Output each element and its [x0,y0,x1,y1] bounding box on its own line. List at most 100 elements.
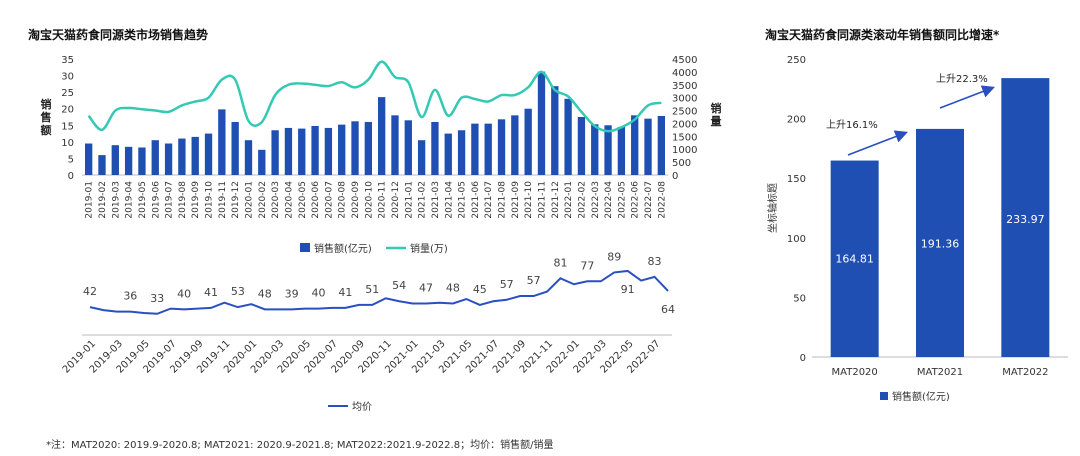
price-data-label: 81 [553,256,567,269]
x-tick-label: 2020-01 [244,181,254,219]
x-tick-label: 2021-02 [418,181,428,219]
x-tick-label: 2021-03 [431,181,441,219]
mat-y-tick: 100 [787,234,806,245]
sales-bar [364,121,373,175]
x-tick-label: 2021-04 [444,181,454,219]
x-tick-label: 2021-10 [524,181,534,219]
sales-bar [258,149,266,175]
legend-volume-label: 销量(万) [410,242,448,255]
right-axis-label: 销 [711,101,722,115]
price-data-label: 54 [392,279,406,292]
price-data-label: 57 [500,278,514,291]
mat-y-tick: 250 [787,55,806,66]
sales-bar [564,98,572,175]
left-axis-tick: 15 [61,121,74,132]
price-data-label: 51 [365,283,379,296]
mat-category-label: MAT2022 [1002,367,1048,378]
mat-legend-swatch [880,392,888,400]
sales-bar [631,115,639,175]
sales-bar [577,117,586,175]
left-axis-tick: 5 [68,154,74,165]
right-axis-tick: 4000 [672,68,697,79]
mat-y-tick: 200 [787,115,806,126]
x-tick-label: 2022-03 [591,181,601,219]
x-tick-label: 2022-01 [564,181,574,219]
x-tick-label: 2019-06 [151,181,161,219]
mat-value-label: 191.36 [921,238,960,251]
sales-bar [84,143,93,175]
right-axis-tick: 2500 [672,107,697,118]
sales-bar [298,128,306,175]
price-data-label: 53 [231,285,245,298]
growth-arrow [847,130,908,156]
price-data-label: 83 [648,255,662,268]
mat-value-label: 233.97 [1006,213,1045,226]
sales-bar [511,115,519,175]
x-tick-label: 2020-07 [324,181,334,219]
x-tick-label: 2020-09 [351,181,361,219]
price-line [89,269,669,315]
sales-bar [111,145,119,175]
price-data-label: 33 [150,292,164,305]
mat-y-tick: 150 [787,174,806,185]
price-data-label: 91 [621,283,635,296]
volume-line [87,60,662,133]
growth-annotation: 上升16.1% [826,119,878,131]
x-tick-label: 2019-05 [138,181,148,219]
sales-bar [178,138,186,175]
right-axis-tick: 1000 [672,145,697,156]
x-tick-label: 2022-08 [657,181,667,219]
footnote: *注：MAT2020: 2019.9-2020.8; MAT2021: 2020… [46,440,554,451]
x-tick-label: 2022-06 [631,181,641,219]
x-tick-label: 2020-12 [391,181,401,219]
x-tick-label: 2019-02 [98,181,108,219]
left-axis-tick: 20 [61,105,74,116]
sales-bar [124,146,133,175]
sales-bar [471,123,479,175]
price-data-label: 42 [83,285,97,298]
price-data-label: 47 [419,281,433,294]
sales-bar [164,143,173,175]
mat-legend-label: 销售额(亿元) [892,390,950,403]
x-tick-label: 2022-05 [617,181,627,219]
sales-bar [151,140,159,175]
x-tick-label: 2021-11 [537,181,547,219]
sales-bar [551,86,559,175]
price-data-label: 77 [580,259,594,272]
left-axis-tick: 0 [68,171,74,182]
growth-annotation: 上升22.3% [936,73,988,85]
price-data-label: 57 [527,274,541,287]
right-axis-tick: 3500 [672,81,697,92]
x-tick-label: 2021-07 [484,181,494,219]
left-axis-label: 售 [40,110,52,124]
mat-bar [830,160,879,357]
price-data-label: 48 [446,281,460,294]
x-tick-label: 2019-03 [111,181,121,219]
x-tick-label: 2020-08 [338,181,348,219]
mat-y-tick: 50 [793,293,806,304]
x-tick-label: 2019-01 [85,181,95,219]
sales-bar [657,116,666,175]
left-axis-tick: 10 [61,138,74,149]
price-data-label: 36 [123,290,137,303]
x-tick-label: 2019-11 [218,181,228,219]
x-tick-label: 2022-02 [577,181,587,219]
sales-bar [338,124,346,175]
x-tick-label: 2021-09 [511,181,521,219]
sales-bar [351,121,359,175]
sales-bar [591,124,599,175]
legend-price-label: 均价 [352,401,372,413]
x-tick-label: 2022-07 [644,181,654,219]
sales-bar [617,126,626,175]
sales-bar [231,121,239,175]
sales-bar [404,120,412,175]
price-data-label: 40 [312,287,326,300]
sales-bar [98,155,106,175]
sales-bar [391,115,399,175]
sales-bar [444,133,452,175]
price-data-label: 48 [258,287,272,300]
price-data-label: 64 [661,303,675,316]
x-tick-label: 2019-04 [125,181,135,219]
mat-y-tick: 0 [800,353,806,364]
